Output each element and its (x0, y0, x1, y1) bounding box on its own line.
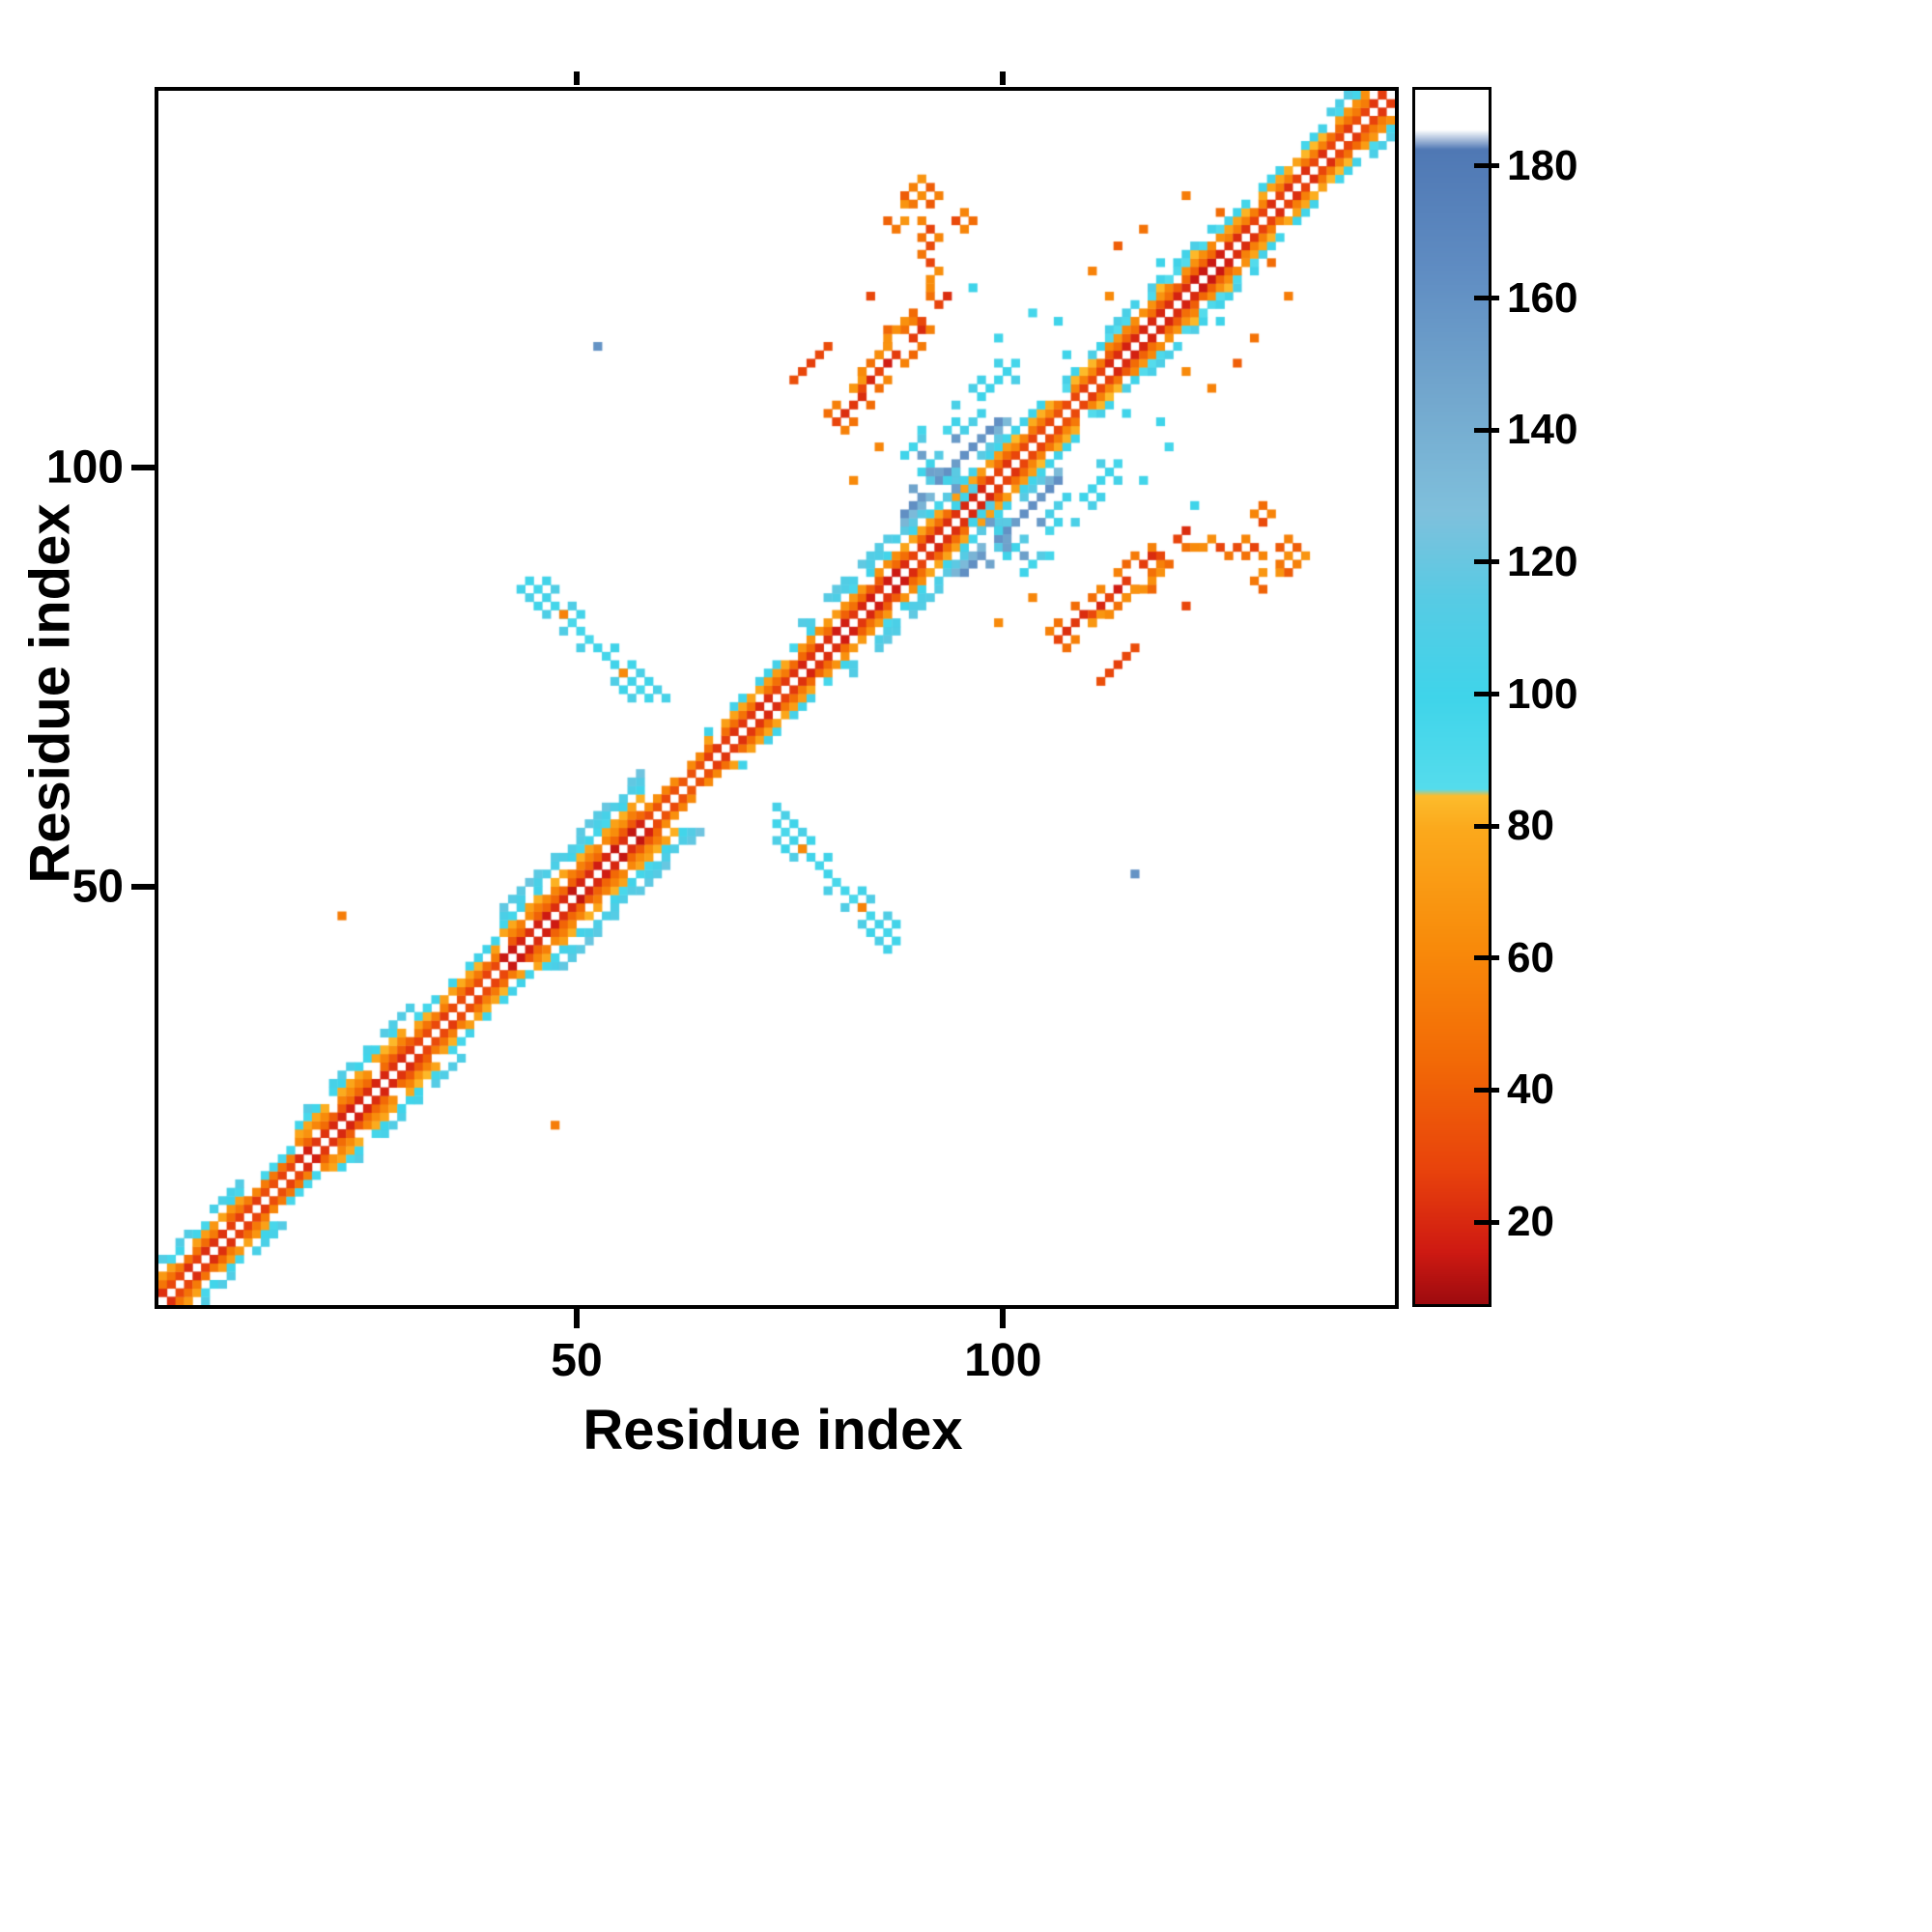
colorbar-tick-label: 120 (1507, 537, 1578, 585)
colorbar-tick-label: 180 (1507, 141, 1578, 189)
colorbar-tick (1474, 1219, 1499, 1225)
contact-map-plot (155, 87, 1399, 1309)
colorbar (1412, 87, 1492, 1307)
colorbar-tick-label: 160 (1507, 273, 1578, 322)
colorbar-tick-label: 40 (1507, 1065, 1554, 1114)
colorbar-tick-label: 140 (1507, 406, 1578, 454)
colorbar-tick (1474, 955, 1499, 961)
colorbar-tick (1474, 163, 1499, 169)
x-axis-top-tick (573, 71, 580, 85)
colorbar-tick (1474, 692, 1499, 696)
x-axis-tick-label: 50 (551, 1335, 603, 1386)
colorbar-tick (1474, 1087, 1499, 1093)
x-axis-title: Residue index (582, 1399, 963, 1462)
x-axis-top-tick (1000, 71, 1007, 85)
y-axis-tick-label: 100 (45, 441, 124, 494)
y-axis-tick (131, 883, 155, 890)
colorbar-gradient-canvas (1415, 90, 1489, 1304)
x-axis-tick (573, 1305, 580, 1328)
contact-map-canvas (158, 91, 1395, 1305)
colorbar-tick-label: 80 (1507, 802, 1554, 850)
x-axis-tick-label: 100 (964, 1335, 1042, 1386)
y-axis-tick (131, 465, 155, 471)
colorbar-tick-label: 100 (1507, 669, 1578, 718)
colorbar-tick (1474, 296, 1499, 301)
colorbar-tick (1474, 823, 1499, 829)
y-axis-tick-label: 50 (71, 861, 124, 913)
colorbar-tick (1474, 427, 1499, 433)
colorbar-tick-label: 20 (1507, 1198, 1554, 1246)
y-axis-title: Residue index (18, 503, 82, 884)
colorbar-tick-label: 60 (1507, 933, 1554, 981)
x-axis-tick (1000, 1305, 1007, 1328)
colorbar-tick (1474, 559, 1499, 565)
